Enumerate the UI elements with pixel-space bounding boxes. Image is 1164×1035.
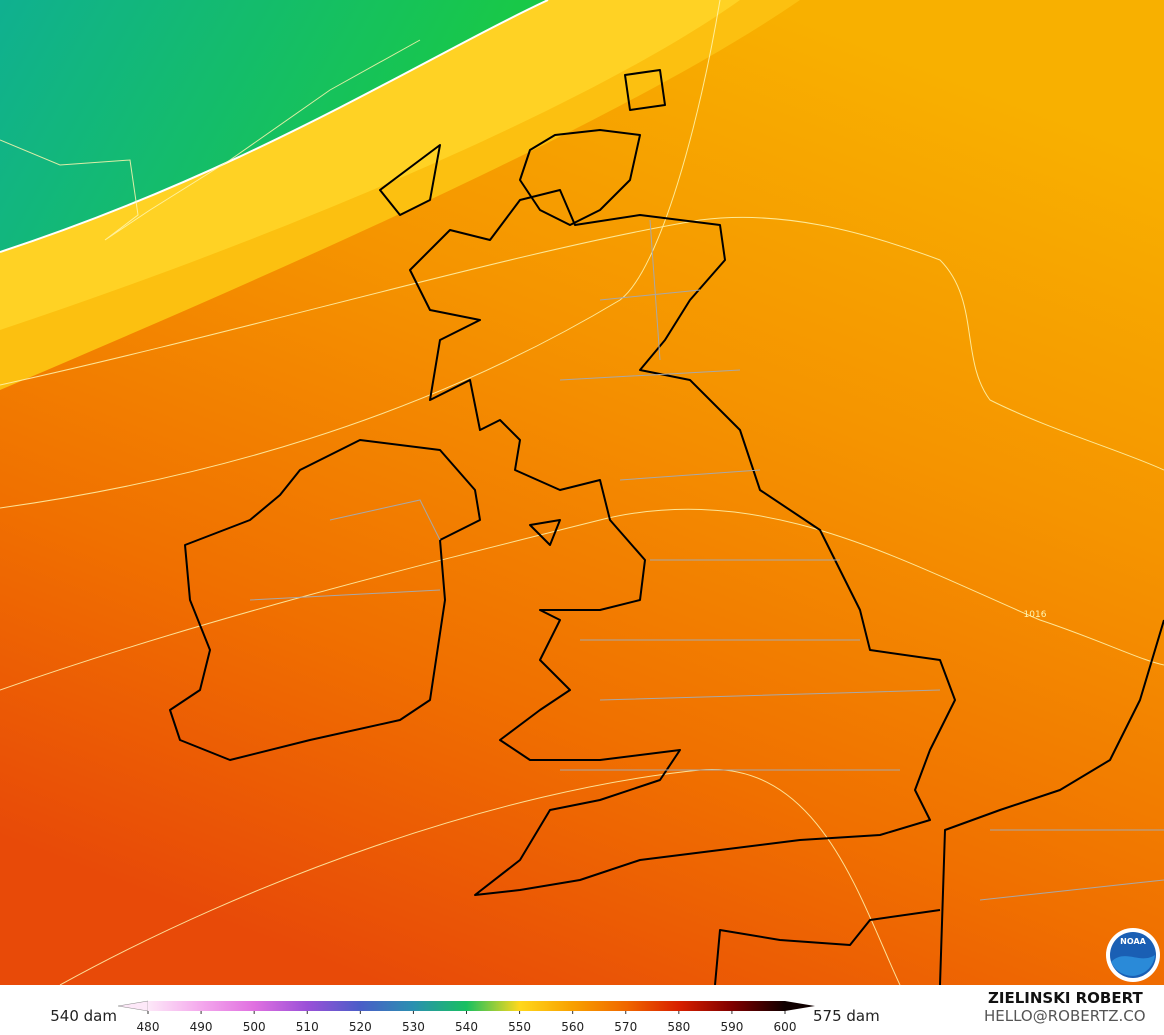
colorbar-tick-label: 490 [190, 1020, 213, 1034]
band-yellow [0, 0, 740, 330]
colorbar-tick-label: 600 [774, 1020, 797, 1034]
contours [0, 0, 1164, 985]
colorbar-tick-label: 560 [561, 1020, 584, 1034]
colorbar-tick-label: 590 [720, 1020, 743, 1034]
colorbar-tick-label: 540 [455, 1020, 478, 1034]
colorbar-tick-label: 510 [296, 1020, 319, 1034]
contour [0, 0, 549, 253]
colorbar-tick-label: 570 [614, 1020, 637, 1034]
logo-text: NOAA [1120, 937, 1146, 946]
colorbar-tick-label: 480 [137, 1020, 160, 1034]
credit-email: HELLO@ROBERTZ.CO [984, 1007, 1146, 1025]
colorbar-max-label: 575 dam [813, 1007, 880, 1025]
colorbar-high-arrow [785, 1001, 815, 1011]
colorbar-bar [148, 1001, 785, 1011]
contour-label: 1016 [1024, 610, 1047, 620]
credit-name: ZIELINSKI ROBERT [988, 989, 1143, 1007]
band-green [0, 0, 548, 252]
band-light-orange [0, 0, 800, 390]
colorbar-min-label: 540 dam [50, 1007, 117, 1025]
colorbar-tick-label: 530 [402, 1020, 425, 1034]
map: 1016 NOAA [0, 0, 1164, 985]
noaa-logo: NOAA [1106, 928, 1160, 982]
logo-wave [1111, 955, 1155, 976]
colorbar-tick-label: 520 [349, 1020, 372, 1034]
colorbar-tick-label: 500 [243, 1020, 266, 1034]
colorbar-tick-label: 550 [508, 1020, 531, 1034]
colorbar-tick-label: 580 [667, 1020, 690, 1034]
borders [249, 219, 1164, 901]
coastlines [169, 69, 1164, 985]
colorbar-low-arrow [117, 1000, 149, 1012]
colorbar: 540 dam 575 dam 480 490 500 510 520 530 540 550… [50, 1000, 880, 1034]
